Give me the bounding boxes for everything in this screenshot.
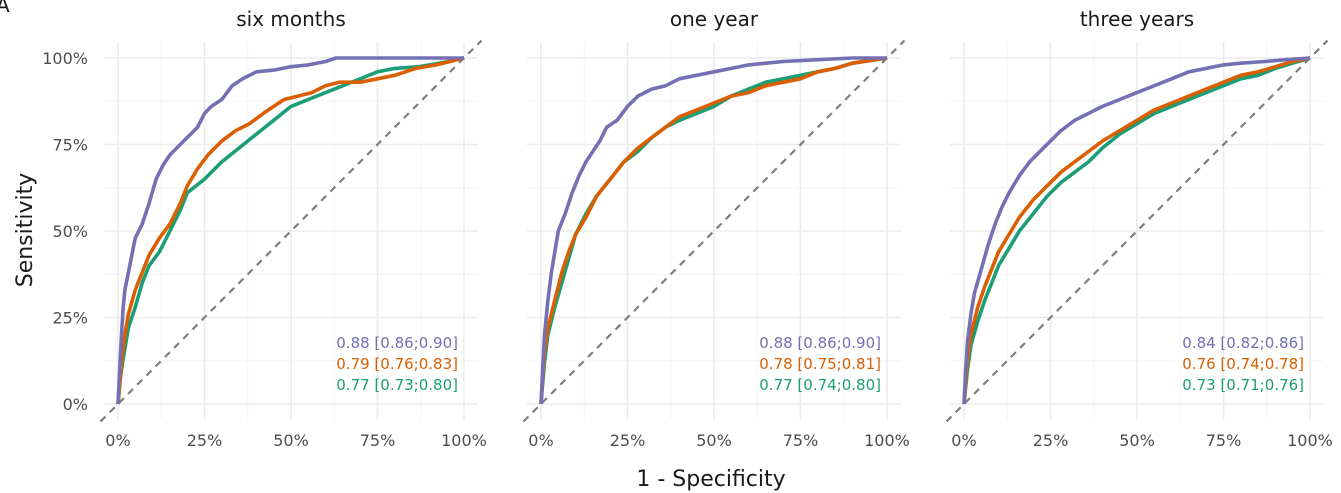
panel-2: one year 0% 25% 50% 75% 100% 0.88 [0.86;0.90] 0… [522,7,910,450]
x-tick-label: 50% [1119,431,1155,450]
x-tick-label: 75% [360,431,396,450]
roc-curve-orange [539,56,888,405]
reference-diagonal [99,39,483,423]
x-tick-label: 75% [783,431,819,450]
panel-title: six months [236,7,346,31]
y-tick-label: 0% [63,395,88,414]
reference-diagonal [945,39,1329,423]
panel-1: six months 0% 25% 50% 75% 100% 0% 25% 50% 75% 100%… [42,7,487,450]
x-tick-label: 100% [1287,431,1333,450]
roc-curve-orange [962,56,1311,405]
y-axis-title: Sensitivity [13,173,38,288]
panel-tag: A [0,0,10,17]
roc-curve-green [962,56,1311,405]
auc-label-orange: 0.79 [0.76;0.83] [336,355,458,373]
roc-curve-purple [116,56,464,405]
x-tick-label: 25% [610,431,646,450]
x-tick-label: 50% [273,431,309,450]
roc-curve-purple [539,56,887,405]
x-tick-label: 50% [696,431,732,450]
x-tick-label: 75% [1206,431,1242,450]
auc-label-orange: 0.76 [0.74;0.78] [1182,355,1304,373]
auc-label-purple: 0.88 [0.86;0.90] [759,334,881,352]
auc-label-purple: 0.84 [0.82;0.86] [1182,334,1304,352]
panel-title: three years [1080,7,1194,31]
x-axis-title: 1 - Specificity [636,467,785,492]
roc-curve-orange [116,56,465,405]
x-tick-label: 100% [441,431,487,450]
roc-curve-green [116,56,465,405]
x-tick-label: 100% [864,431,910,450]
panel-title: one year [670,7,759,31]
panels: six months 0% 25% 50% 75% 100% 0% 25% 50% 75% 100%… [42,7,1333,450]
y-tick-label: 25% [52,309,88,328]
reference-diagonal [522,39,906,423]
auc-label-green: 0.77 [0.73;0.80] [336,376,458,394]
x-tick-label: 0% [951,431,976,450]
y-tick-label: 100% [42,49,88,68]
y-tick-label: 50% [52,222,88,241]
auc-label-green: 0.73 [0.71;0.76] [1182,376,1304,394]
x-tick-label: 25% [187,431,223,450]
x-tick-label: 25% [1033,431,1069,450]
y-tick-label: 75% [52,136,88,155]
auc-label-orange: 0.78 [0.75;0.81] [759,355,881,373]
x-tick-label: 0% [105,431,130,450]
roc-curve-purple [962,56,1311,405]
auc-label-purple: 0.88 [0.86;0.90] [336,334,458,352]
panel-3: three years 0% 25% 50% 75% 100% 0.84 [0.82;0.8… [945,7,1333,450]
auc-label-green: 0.77 [0.74;0.80] [759,376,881,394]
x-tick-label: 0% [528,431,553,450]
